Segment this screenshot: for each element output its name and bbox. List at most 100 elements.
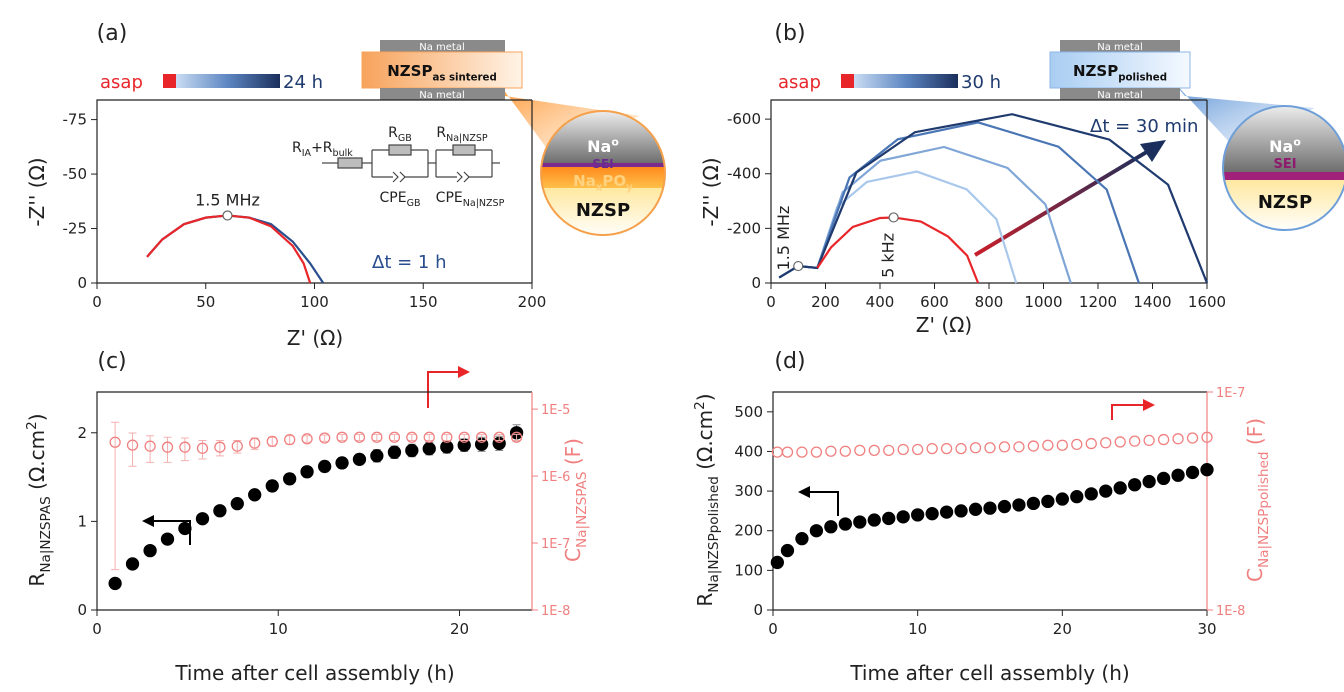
data-point (1085, 437, 1097, 450)
data-point (984, 442, 996, 454)
inset-circle-label: NZSP (576, 200, 630, 221)
y2-axis-title: CNa|NZSPAS (F) (561, 438, 590, 562)
marker-label: 1.5 MHz (774, 206, 793, 271)
data-point (780, 543, 795, 558)
data-point (300, 465, 314, 479)
y-tick-label: 1 (77, 512, 87, 530)
text-segment: GB (398, 133, 412, 144)
data-point (1055, 492, 1069, 506)
data-point (1185, 465, 1200, 480)
data-point (1070, 489, 1084, 504)
x-tick-label: 100 (300, 293, 329, 311)
error-bar (495, 433, 504, 441)
data-point (318, 432, 331, 444)
error-bar (460, 433, 469, 441)
y2-tick-label: 1E-7 (541, 537, 570, 552)
data-point (824, 520, 838, 534)
y-tick-label: 500 (734, 403, 763, 421)
x-tick-label: 1000 (1024, 293, 1062, 311)
text-segment: R (436, 125, 446, 141)
data-point (1142, 474, 1156, 489)
data-point (954, 504, 968, 518)
y-tick-label: 0 (753, 601, 763, 619)
data-point (983, 501, 997, 515)
axis-frame (96, 99, 532, 284)
x-axis-title: Time after cell assembly (h) (849, 661, 1129, 685)
data-point (882, 511, 896, 526)
text-segment: NZSP (1073, 62, 1118, 80)
time-end: 30 h (961, 72, 1001, 93)
y-tick-label: -50 (63, 165, 88, 183)
text-segment: Na|NZSP (1256, 509, 1272, 568)
x-axis-title: Time after cell assembly (h) (174, 661, 454, 685)
text-segment: (F) (561, 438, 585, 471)
y-tick-label: 200 (734, 522, 763, 540)
circuit-label: CPEGB (380, 190, 421, 209)
data-point (1129, 435, 1141, 447)
y2-axis-title: CNa|NZSPpolished (F) (1243, 418, 1272, 582)
data-point (214, 441, 226, 453)
y-axis-title: -Z'' (Ω) (699, 157, 723, 226)
data-point (853, 515, 867, 529)
data-line (146, 214, 325, 284)
data-point (371, 431, 383, 443)
data-point (781, 446, 794, 458)
error-bar (390, 433, 399, 441)
data-point (353, 431, 366, 443)
text-segment: Na (587, 137, 611, 156)
inset-b (1049, 40, 1344, 231)
data-point (230, 497, 244, 511)
data-line (816, 216, 980, 284)
data-point (125, 557, 140, 571)
y2-tick-label: 1E-8 (1216, 604, 1245, 619)
data-point (911, 508, 925, 522)
arrows (142, 140, 1166, 545)
text-segment: y (626, 183, 633, 194)
y-tick-label: -200 (727, 219, 761, 237)
x-tick-label: 10 (908, 620, 927, 638)
y-tick-label: -25 (63, 220, 88, 238)
time-start: asap (778, 72, 821, 93)
inset-label: NZSPpolished (1073, 62, 1167, 84)
text-segment: R (292, 140, 302, 156)
text-segment: GB (407, 198, 421, 209)
x-tick-label: 1200 (1079, 293, 1117, 311)
y-axis-title: RNa|NZSPpolished (Ω.cm2) (692, 393, 722, 606)
panel-label: (c) (97, 349, 126, 374)
data-point (1026, 496, 1041, 511)
axis-frame (772, 391, 1207, 611)
data-point (1156, 471, 1171, 486)
error-bar (425, 433, 434, 441)
y-tick-label: -600 (727, 110, 761, 128)
text-segment: (Ω.cm (25, 430, 49, 496)
inset-circle-label: SEI (592, 157, 613, 171)
x-tick-label: 30 (1197, 620, 1216, 638)
data-point (868, 444, 880, 456)
x-axis-title: Z' (Ω) (287, 326, 343, 350)
data-point (1128, 478, 1142, 492)
y-tick-label: 400 (734, 442, 763, 460)
text-segment: o (611, 136, 618, 149)
error-bar (320, 434, 329, 442)
data-point (968, 502, 983, 516)
error-bar (146, 435, 155, 463)
inset-label: Na metal (419, 42, 465, 53)
data-point (441, 431, 453, 443)
inset-label: Na metal (1097, 90, 1143, 101)
circuit-label: RIA+Rbulk (292, 140, 353, 159)
text-segment: as sintered (432, 73, 496, 84)
error-bar (215, 439, 224, 457)
y2-tick-label: 1E-6 (541, 470, 570, 485)
data-point (1143, 434, 1155, 447)
marker-label: 5 kHz (879, 233, 898, 278)
y-tick-label: 100 (734, 561, 763, 579)
data-point (1186, 432, 1199, 444)
data-point (335, 456, 349, 470)
data-point (422, 442, 436, 456)
circuit-label: CPENa|NZSP (436, 190, 505, 209)
marker (793, 260, 804, 272)
time-end: 24 h (283, 72, 323, 93)
data-point (1042, 439, 1054, 451)
data-point (795, 532, 809, 546)
y2-tick-label: 1E-5 (541, 403, 570, 418)
